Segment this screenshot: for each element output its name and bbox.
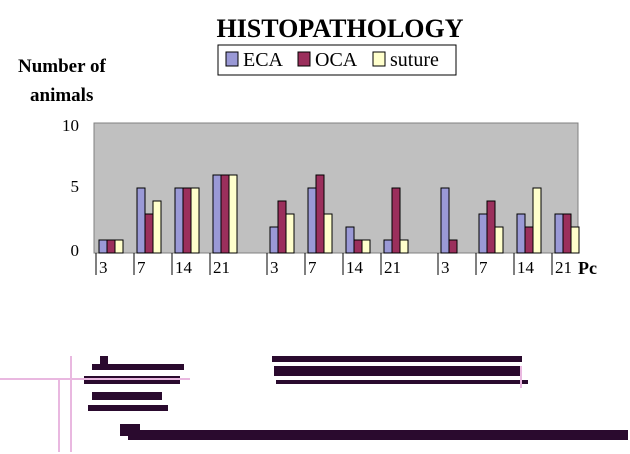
bar-suture-g2-21: [399, 239, 409, 254]
bar-eca-g3-7: [478, 213, 488, 254]
bar-eca-g1-21: [212, 174, 222, 254]
chart-title: HISTOPATHOLOGY: [216, 14, 463, 43]
bar-eca-g1-7: [136, 187, 146, 254]
y-tick-label: 5: [71, 177, 80, 196]
y-tick-label: 0: [71, 241, 80, 260]
legend-box: [217, 44, 457, 76]
bar-suture-g3-14: [532, 187, 542, 254]
bar-suture-g2-14: [361, 239, 371, 254]
bar-suture-g3-7: [494, 226, 504, 254]
glitch-block: [274, 366, 522, 376]
bar-eca-g2-21: [383, 239, 393, 254]
x-tick-label: 3: [99, 258, 108, 275]
bar-eca-g2-14: [345, 226, 355, 254]
bar-oca-g1-7: [144, 213, 154, 254]
glitch-block: [276, 380, 528, 384]
legend-swatch-eca: [225, 51, 239, 67]
bar-oca-g3-7: [486, 200, 496, 254]
bar-oca-g1-3: [106, 239, 116, 254]
x-tick-label: 3: [270, 258, 279, 275]
x-tick-label: 14: [346, 258, 364, 275]
glitch-block: [100, 356, 108, 368]
bar-suture-g1-3: [114, 239, 124, 254]
glitch-line: [520, 366, 522, 388]
y-axis-label-line2: animals: [30, 85, 93, 106]
x-axis-unit-label: Pc: [578, 258, 597, 275]
bar-eca-g1-3: [98, 239, 108, 254]
x-tick-label: 7: [479, 258, 488, 275]
bar-oca-g3-21: [562, 213, 572, 254]
x-tick-label: 3: [441, 258, 450, 275]
bar-eca-g1-14: [174, 187, 184, 254]
glitch-block: [84, 376, 180, 384]
bar-oca-g3-3: [448, 239, 458, 254]
glitch-line: [58, 380, 60, 452]
legend-label-oca: OCA: [315, 49, 358, 71]
bar-suture-g1-21: [228, 174, 238, 254]
bar-eca-g3-21: [554, 213, 564, 254]
glitch-block: [92, 364, 184, 370]
legend-swatch-oca: [297, 51, 311, 67]
bar-suture-g1-7: [152, 200, 162, 254]
glitch-block: [272, 356, 522, 362]
bar-oca-g3-14: [524, 226, 534, 254]
bar-eca-g3-14: [516, 213, 526, 254]
glitch-line: [70, 356, 72, 452]
bar-oca-g2-21: [391, 187, 401, 254]
glitch-block: [92, 392, 162, 400]
glitch-block: [88, 405, 168, 411]
y-tick-label: 10: [62, 116, 79, 135]
bar-oca-g2-14: [353, 239, 363, 254]
bar-eca-g3-3: [440, 187, 450, 254]
x-tick-label: 21: [384, 258, 401, 275]
y-axis-label-line1: Number of: [18, 56, 106, 77]
bar-oca-g2-3: [277, 200, 287, 254]
plot-area: [93, 122, 579, 254]
legend-label-suture: suture: [390, 49, 439, 71]
x-tick-label: 14: [517, 258, 535, 275]
bars: [98, 174, 580, 254]
x-tick-label: 7: [137, 258, 146, 275]
x-tick-label: 14: [175, 258, 193, 275]
bar-oca-g2-7: [315, 174, 325, 254]
histopathology-chart: HISTOPATHOLOGY ECA OCA suture Number of …: [18, 14, 597, 275]
bar-suture-g1-14: [190, 187, 200, 254]
bar-suture-g2-7: [323, 213, 333, 254]
legend-swatch-suture: [372, 51, 386, 67]
bar-eca-g2-7: [307, 187, 317, 254]
x-tick-label: 7: [308, 258, 317, 275]
glitch-block: [128, 430, 628, 440]
x-tick-label: 21: [213, 258, 230, 275]
legend: ECA OCA suture: [217, 44, 457, 76]
bar-suture-g2-3: [285, 213, 295, 254]
bar-oca-g1-21: [220, 174, 230, 254]
bar-suture-g3-21: [570, 226, 580, 254]
x-tick-label: 21: [555, 258, 572, 275]
bar-oca-g1-14: [182, 187, 192, 254]
x-tick-labels: 3 7 14 21 3 7 14 21 3 7 14 21: [95, 253, 572, 275]
glitch-line: [0, 378, 190, 380]
bar-eca-g2-3: [269, 226, 279, 254]
legend-label-eca: ECA: [243, 49, 284, 71]
